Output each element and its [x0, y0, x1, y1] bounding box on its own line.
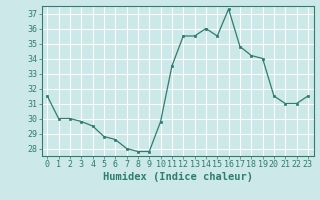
X-axis label: Humidex (Indice chaleur): Humidex (Indice chaleur) [103, 172, 252, 182]
